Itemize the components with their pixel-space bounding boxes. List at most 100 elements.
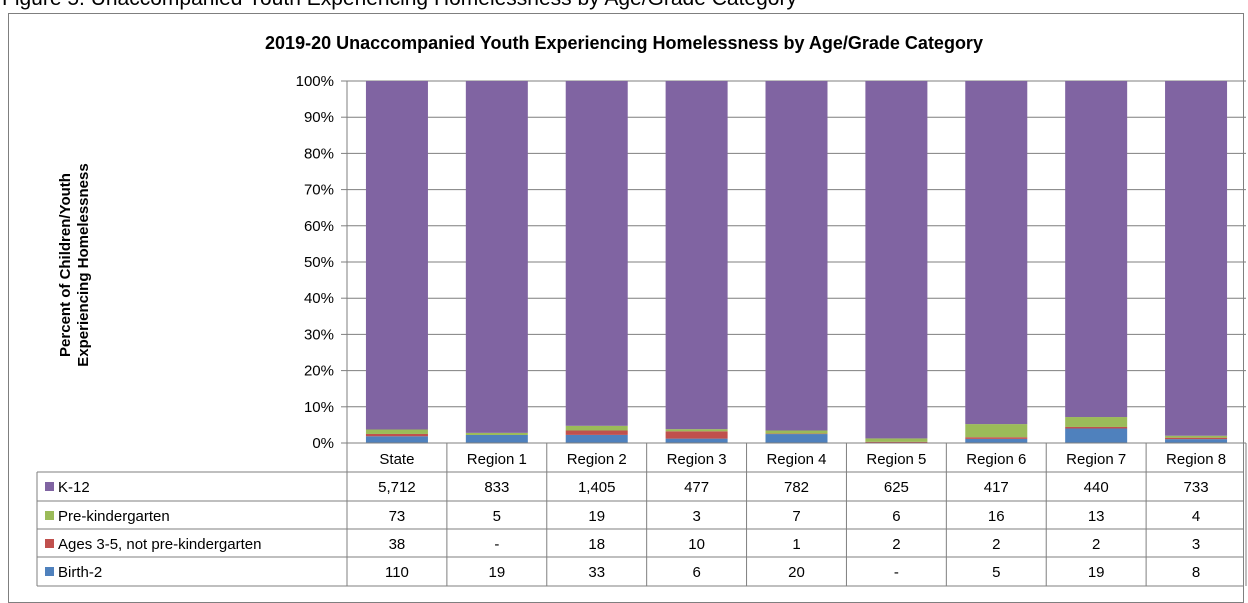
bar-segment-pre-kindergarten [666, 429, 728, 431]
bar-segment-birth-2 [1065, 428, 1127, 443]
bar-segment-ages-3-5-not-pre-kindergarten [965, 437, 1027, 439]
legend-swatch [45, 511, 54, 520]
data-label: - [494, 536, 499, 553]
data-label: 19 [488, 564, 505, 581]
bar-segment-pre-kindergarten [566, 426, 628, 431]
data-label: 1,405 [578, 479, 616, 496]
bar-segment-k-12 [466, 81, 528, 433]
bar-segment-birth-2 [366, 436, 428, 443]
data-label: 5 [493, 508, 501, 525]
y-tick-label: 40% [304, 290, 334, 307]
bar-segment-ages-3-5-not-pre-kindergarten [366, 434, 428, 436]
bar-segment-k-12 [1165, 81, 1227, 436]
data-label: 3 [692, 508, 700, 525]
bar-segment-pre-kindergarten [965, 424, 1027, 437]
y-axis-title: Percent of Children/YouthExperiencing Ho… [57, 163, 92, 366]
y-tick-label: 30% [304, 326, 334, 343]
bar-segment-ages-3-5-not-pre-kindergarten [1165, 438, 1227, 439]
x-category-label: Region 3 [667, 451, 727, 468]
data-label: 33 [588, 564, 605, 581]
legend-label: Pre-kindergarten [58, 508, 170, 525]
data-label: 6 [692, 564, 700, 581]
x-category-label: Region 5 [866, 451, 926, 468]
data-label: 733 [1184, 479, 1209, 496]
bar-segment-birth-2 [666, 439, 728, 443]
y-tick-label: 100% [296, 73, 334, 90]
data-label: 73 [389, 508, 406, 525]
bar-segment-pre-kindergarten [366, 430, 428, 434]
bar-segment-birth-2 [466, 435, 528, 443]
x-category-label: State [379, 451, 414, 468]
legend-swatch [45, 482, 54, 491]
data-label: 16 [988, 508, 1005, 525]
data-label: 19 [588, 508, 605, 525]
bar-segment-pre-kindergarten [466, 433, 528, 435]
data-label: 18 [588, 536, 605, 553]
data-label: 440 [1084, 479, 1109, 496]
legend-label: Birth-2 [58, 564, 102, 581]
data-label: 20 [788, 564, 805, 581]
data-label: 8 [1192, 564, 1200, 581]
data-label: 833 [484, 479, 509, 496]
data-label: 2 [1092, 536, 1100, 553]
bar-segment-pre-kindergarten [766, 430, 828, 433]
data-label: 38 [389, 536, 406, 553]
y-axis-title-line: Percent of Children/Youth [57, 173, 74, 357]
bar-segment-birth-2 [965, 439, 1027, 443]
legend-swatch [45, 567, 54, 576]
legend-swatch [45, 539, 54, 548]
data-label: - [894, 564, 899, 581]
bar-segment-pre-kindergarten [865, 438, 927, 441]
legend-label: Ages 3-5, not pre-kindergarten [58, 536, 261, 553]
data-label: 2 [892, 536, 900, 553]
bar-segment-birth-2 [1165, 439, 1227, 443]
y-tick-label: 60% [304, 218, 334, 235]
x-category-label: Region 4 [766, 451, 826, 468]
bar-segment-k-12 [366, 81, 428, 430]
x-category-label: Region 1 [467, 451, 527, 468]
x-category-label: Region 2 [567, 451, 627, 468]
bar-segment-ages-3-5-not-pre-kindergarten [566, 430, 628, 434]
bar-segment-k-12 [965, 81, 1027, 424]
bar-segment-pre-kindergarten [1165, 436, 1227, 438]
data-label: 3 [1192, 536, 1200, 553]
y-tick-label: 50% [304, 254, 334, 271]
bar-segment-k-12 [1065, 81, 1127, 417]
y-axis-title-line: Experiencing Homelessness [75, 163, 92, 366]
bar-segment-k-12 [766, 81, 828, 430]
y-tick-label: 10% [304, 399, 334, 416]
bar-segment-k-12 [865, 81, 927, 438]
data-label: 13 [1088, 508, 1105, 525]
x-category-label: Region 8 [1166, 451, 1226, 468]
data-label: 4 [1192, 508, 1200, 525]
data-label: 417 [984, 479, 1009, 496]
data-label: 625 [884, 479, 909, 496]
data-label: 782 [784, 479, 809, 496]
data-label: 110 [385, 564, 409, 581]
bar-segment-birth-2 [566, 435, 628, 443]
bar-segment-pre-kindergarten [1065, 417, 1127, 427]
data-label: 6 [892, 508, 900, 525]
bar-segment-birth-2 [766, 434, 828, 443]
data-label: 477 [684, 479, 709, 496]
data-label: 5,712 [378, 479, 416, 496]
bar-segment-k-12 [566, 81, 628, 426]
bar-segment-ages-3-5-not-pre-kindergarten [666, 431, 728, 438]
data-label: 5 [992, 564, 1000, 581]
data-label: 2 [992, 536, 1000, 553]
y-tick-label: 90% [304, 109, 334, 126]
x-category-label: Region 6 [966, 451, 1026, 468]
data-label: 19 [1088, 564, 1105, 581]
bar-segment-ages-3-5-not-pre-kindergarten [1065, 427, 1127, 429]
data-label: 7 [792, 508, 800, 525]
legend-label: K-12 [58, 479, 90, 496]
y-tick-label: 0% [312, 435, 334, 452]
bar-segment-k-12 [666, 81, 728, 429]
data-label: 1 [792, 536, 800, 553]
x-category-label: Region 7 [1066, 451, 1126, 468]
data-label: 10 [688, 536, 705, 553]
y-tick-label: 20% [304, 363, 334, 380]
y-tick-label: 70% [304, 182, 334, 199]
y-tick-label: 80% [304, 145, 334, 162]
